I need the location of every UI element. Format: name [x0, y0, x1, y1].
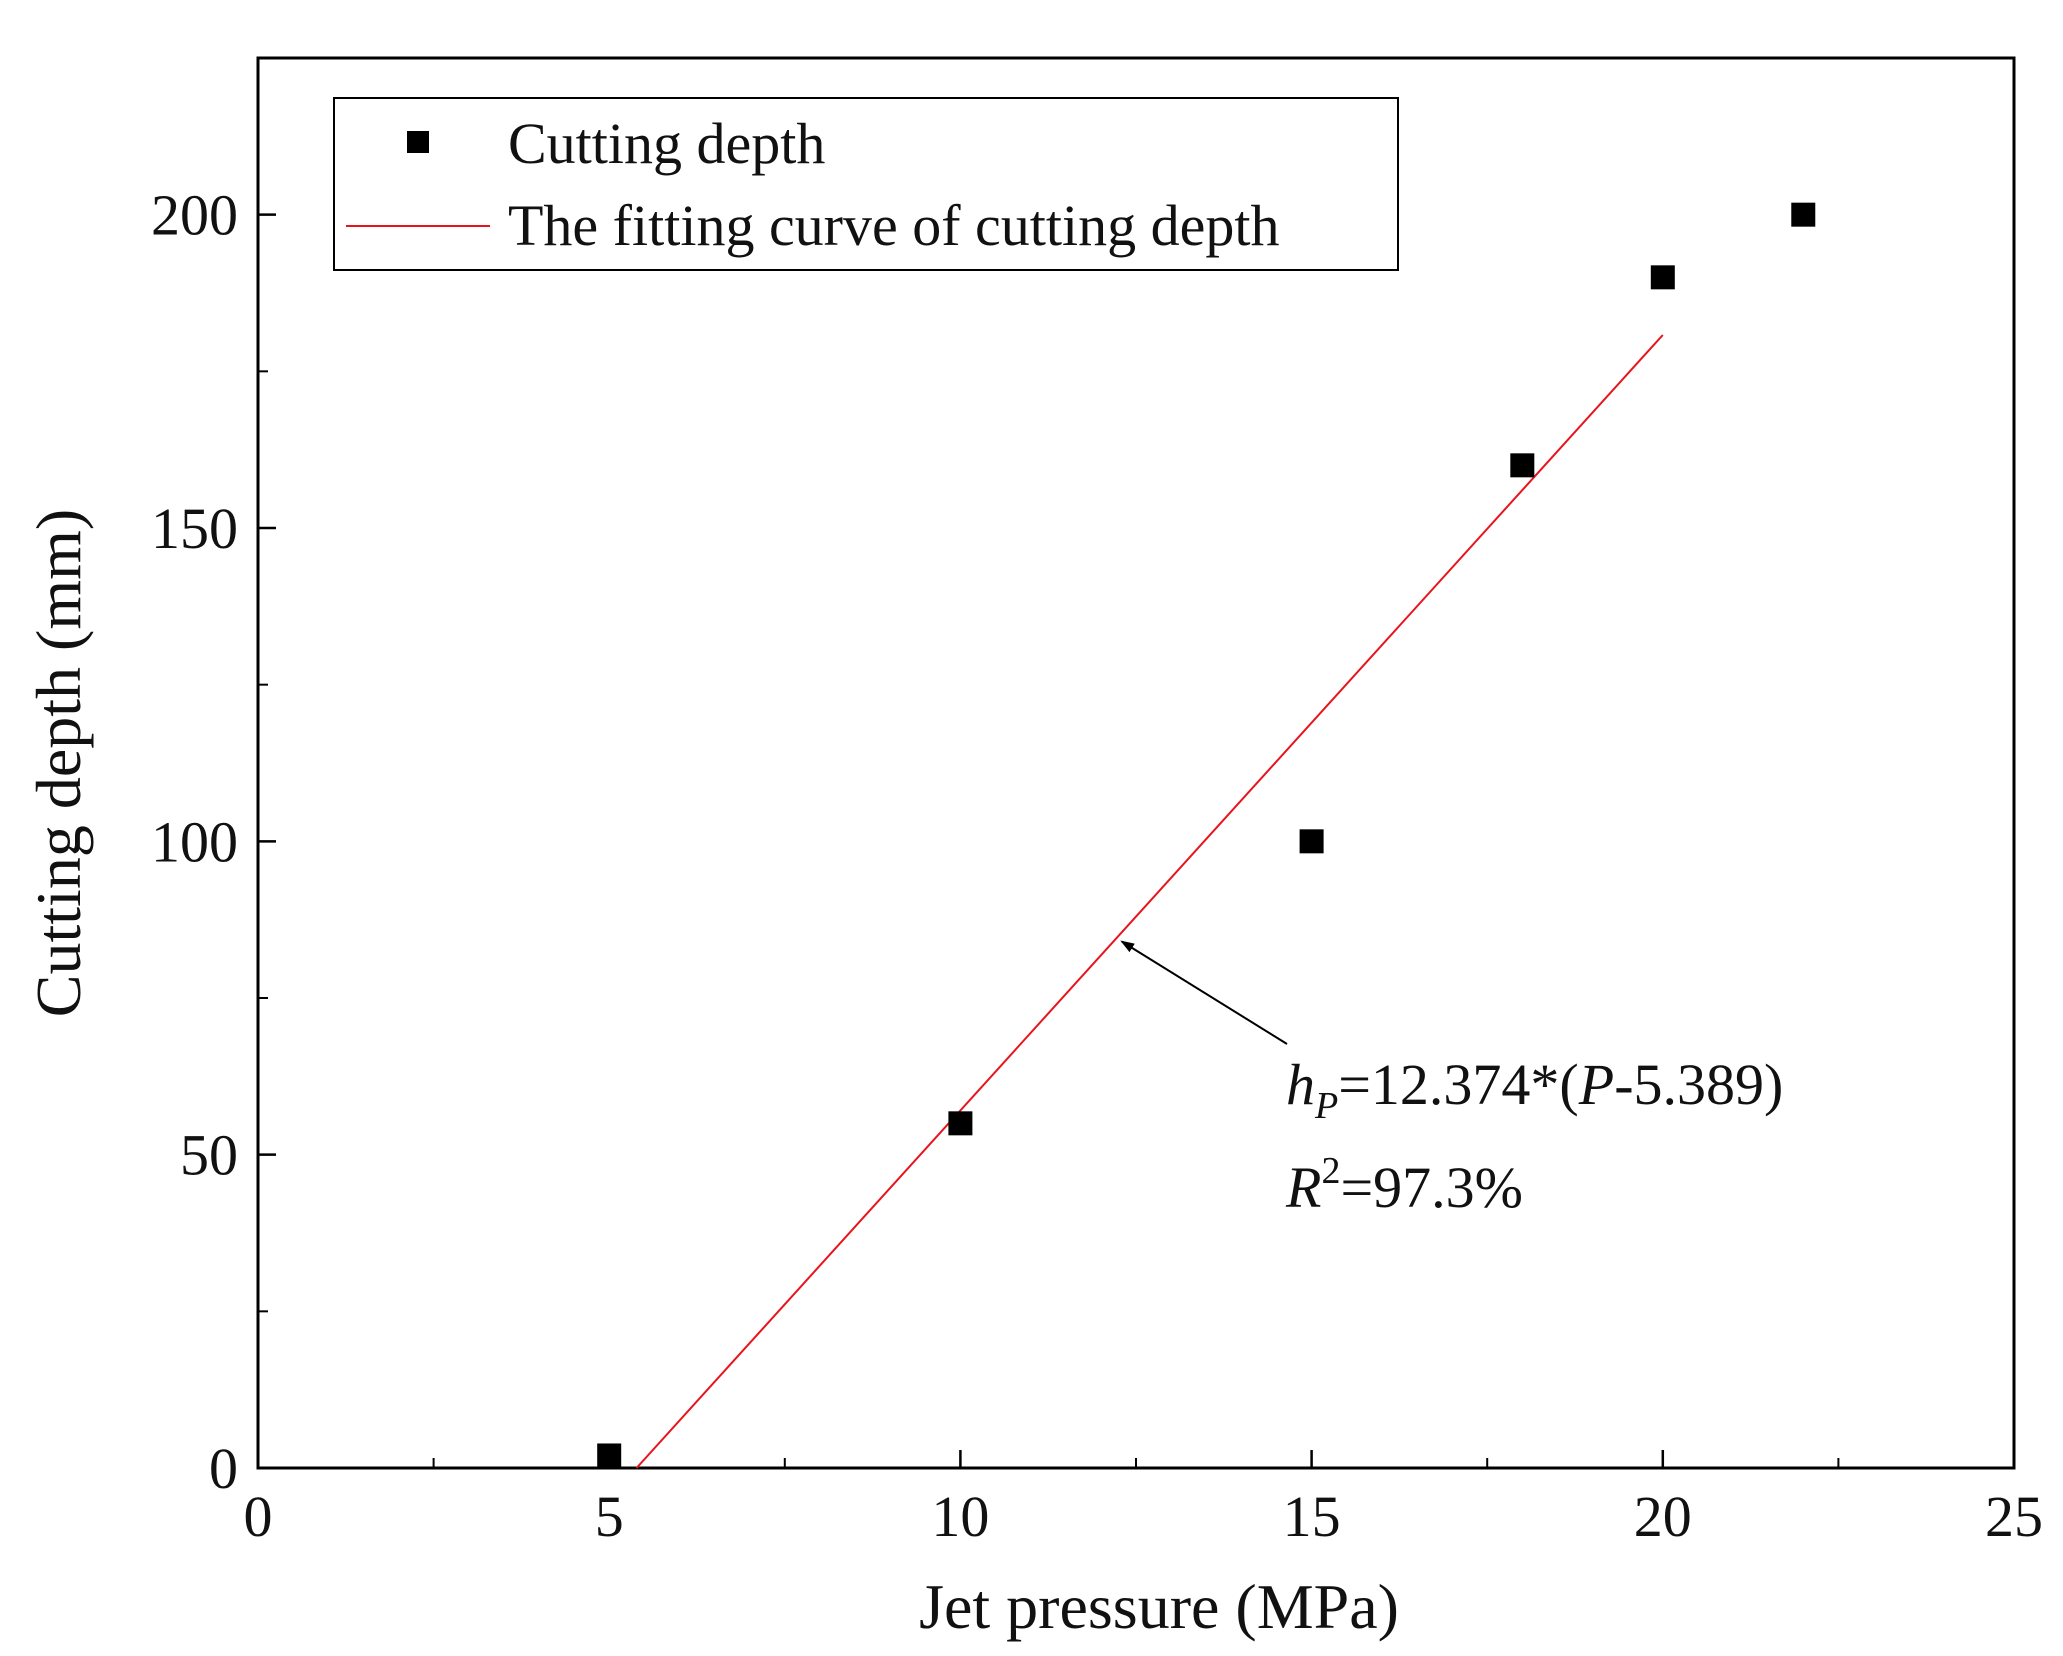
fit-line	[635, 334, 1664, 1469]
fit-line-series	[635, 334, 1664, 1469]
x-tick-label-10: 10	[931, 1484, 989, 1549]
legend-box	[333, 97, 1399, 271]
fit-equation: hP=12.374*(P-5.389)	[1286, 1052, 1783, 1127]
data-point-20mpa	[1650, 265, 1675, 290]
x-tick-label-25: 25	[1985, 1484, 2043, 1549]
y-axis-tick-labels: 0 50 100 150 200	[151, 183, 238, 1501]
x-tick-label-5: 5	[595, 1484, 624, 1549]
x-axis-ticks	[256, 1450, 2016, 1468]
annotation-arrow	[1120, 940, 1288, 1045]
x-tick-label-0: 0	[244, 1484, 273, 1549]
legend: Cutting depth The fitting curve of cutti…	[333, 97, 1399, 271]
y-axis-title: Cutting depth (mm)	[23, 509, 94, 1017]
legend-label-cutting-depth: Cutting depth	[508, 111, 825, 176]
y-axis-ticks	[258, 213, 276, 1470]
data-point-5mpa	[597, 1443, 622, 1468]
legend-label-fitting-curve: The fitting curve of cutting depth	[508, 193, 1280, 258]
y-tick-label-100: 100	[151, 809, 238, 874]
y-tick-label-200: 200	[151, 183, 238, 248]
data-point-10mpa	[948, 1111, 973, 1136]
data-point-22mpa	[1791, 202, 1816, 227]
x-axis-title: Jet pressure (MPa)	[919, 1571, 1399, 1642]
cutting-depth-series	[597, 202, 1816, 1468]
x-tick-label-20: 20	[1634, 1484, 1692, 1549]
legend-marker-cutting-depth	[407, 131, 429, 153]
y-tick-label-150: 150	[151, 496, 238, 561]
data-point-18mpa	[1510, 453, 1535, 478]
x-axis-tick-labels: 0 5 10 15 20 25	[244, 1484, 2044, 1549]
y-tick-label-50: 50	[180, 1123, 238, 1188]
x-tick-label-15: 15	[1283, 1484, 1341, 1549]
y-tick-label-0: 0	[209, 1436, 238, 1501]
fit-r-squared: R2=97.3%	[1285, 1150, 1523, 1220]
data-point-15mpa	[1299, 829, 1324, 854]
